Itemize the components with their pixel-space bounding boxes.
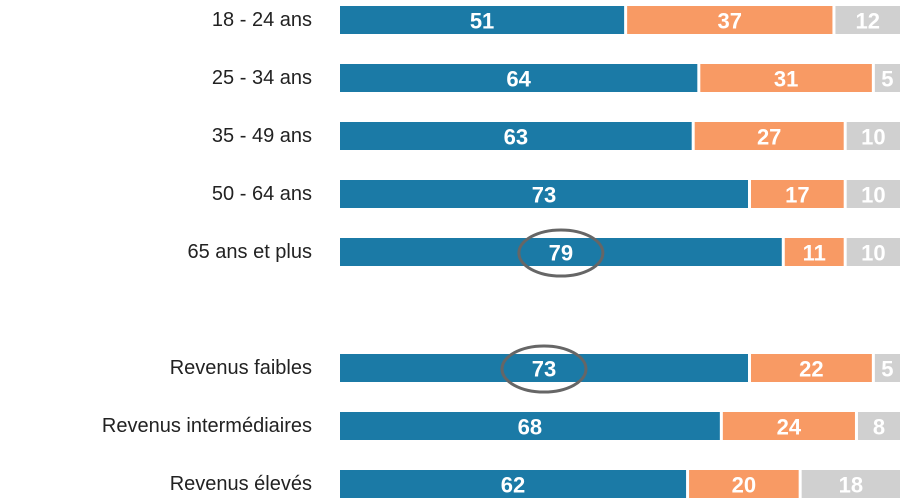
value-label: 63 <box>504 125 528 150</box>
value-label: 20 <box>732 473 756 498</box>
bar-segment <box>340 6 625 34</box>
category-label: 18 - 24 ans <box>212 9 312 31</box>
value-label: 10 <box>861 183 885 208</box>
bar-segment <box>835 6 900 34</box>
bar-segment <box>340 238 782 266</box>
value-label: 18 <box>839 473 863 498</box>
category-label: 65 ans et plus <box>187 241 312 263</box>
bar-segment <box>340 470 687 498</box>
bar-segment <box>340 64 698 92</box>
bar-segment <box>750 354 872 382</box>
bar-segment <box>784 238 844 266</box>
value-label: 73 <box>532 357 556 382</box>
bar-segment <box>694 122 844 150</box>
value-label: 24 <box>777 415 802 440</box>
bar-segment <box>846 122 900 150</box>
value-label: 5 <box>881 67 893 92</box>
bar-segment <box>340 122 692 150</box>
bar-segment <box>846 180 900 208</box>
category-label: Revenus faibles <box>170 357 312 379</box>
value-label: 8 <box>873 415 885 440</box>
bar-segment <box>874 354 900 382</box>
value-label: 10 <box>861 125 885 150</box>
value-label: 5 <box>881 357 893 382</box>
value-label: 22 <box>799 357 823 382</box>
value-label: 68 <box>518 415 542 440</box>
bar-segment <box>857 412 900 440</box>
value-label: 12 <box>855 9 879 34</box>
value-label: 37 <box>718 9 742 34</box>
bar-segment <box>700 64 872 92</box>
category-label: Revenus élevés <box>170 473 312 495</box>
category-label: 50 - 64 ans <box>212 183 312 205</box>
bar-segment <box>340 180 748 208</box>
value-label: 10 <box>861 241 885 266</box>
bar-segment <box>750 180 844 208</box>
value-label: 51 <box>470 9 494 34</box>
highlight-circle <box>500 344 588 394</box>
bar-segment <box>846 238 900 266</box>
bar-segment <box>874 64 900 92</box>
bar-segment <box>801 470 900 498</box>
value-label: 31 <box>774 67 798 92</box>
value-label: 62 <box>501 473 525 498</box>
value-label: 73 <box>532 183 556 208</box>
bar-segment <box>689 470 799 498</box>
category-label: Revenus intermédiaires <box>102 415 312 437</box>
bar-segment <box>340 354 748 382</box>
value-label: 64 <box>506 67 531 92</box>
category-label: 35 - 49 ans <box>212 125 312 147</box>
value-label: 17 <box>785 183 809 208</box>
bar-segment <box>340 412 720 440</box>
bar-segment <box>722 412 855 440</box>
value-label: 27 <box>757 125 781 150</box>
value-label: 79 <box>549 241 573 266</box>
highlight-circle <box>517 228 605 278</box>
category-label: 25 - 34 ans <box>212 67 312 89</box>
bar-segment <box>627 6 833 34</box>
value-label: 11 <box>803 241 826 266</box>
